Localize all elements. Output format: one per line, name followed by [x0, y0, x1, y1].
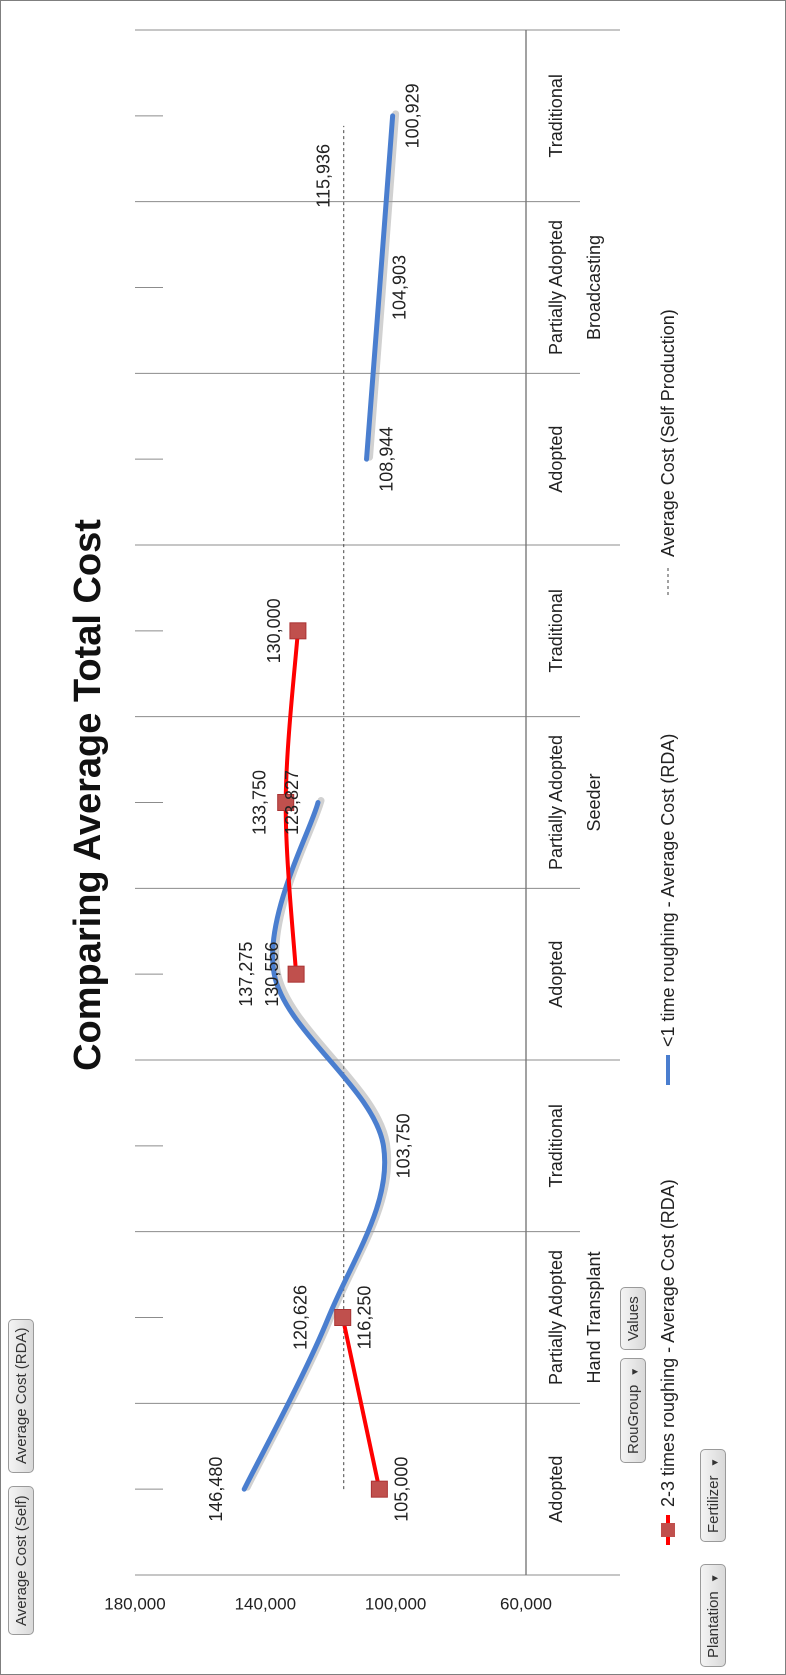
series-line-rda-1-time [364, 113, 396, 462]
series-markers [277, 622, 388, 1498]
data-label: 108,944 [377, 427, 397, 492]
y-tick-label: 180,000 [104, 1594, 165, 1613]
x-category-label: Traditional [546, 74, 566, 157]
rougroup-label: RouGroup [625, 1384, 642, 1454]
x-category-label: Adopted [546, 426, 566, 493]
x-category-label: Partially Adopted [546, 1250, 566, 1385]
series-marker-rda-2-3-times [289, 622, 307, 640]
data-label: 146,480 [206, 1457, 226, 1522]
values-button[interactable]: Values [620, 1287, 646, 1350]
average-cost-self-label: Average Cost (Self) [13, 1495, 30, 1626]
data-label: 130,000 [264, 598, 284, 663]
series-line-shadow [243, 797, 392, 1491]
average-cost-rda-button[interactable]: Average Cost (RDA) [8, 1318, 34, 1473]
x-category-labels: Adopted Partially Adopted Traditional Hand … [546, 74, 604, 1523]
chevron-down-icon: ▼ [710, 1573, 721, 1584]
series-line-shadow [366, 110, 400, 461]
data-label: 120,626 [290, 1285, 310, 1350]
chevron-down-icon: ▼ [710, 1457, 721, 1468]
plantation-label: Plantation [705, 1591, 722, 1658]
series-line-rda-2-3-times [340, 1315, 382, 1492]
x-group-label: Broadcasting [584, 235, 604, 340]
series-marker-rda-2-3-times [287, 965, 305, 983]
x-category-label: Partially Adopted [546, 220, 566, 355]
values-label: Values [625, 1296, 642, 1341]
y-tick-labels: 180,000 140,000 100,000 60,000 [104, 1594, 552, 1613]
data-label: 100,929 [403, 83, 423, 148]
x-category-label: Adopted [546, 1456, 566, 1523]
data-label: 105,000 [391, 1457, 411, 1522]
x-category-label: Adopted [546, 941, 566, 1008]
y-tick-label: 140,000 [235, 1594, 296, 1613]
grid-lines [135, 29, 620, 1576]
data-label: 130,556 [262, 942, 282, 1007]
legend-entry-self-production: Average Cost (Self Production) [658, 309, 678, 557]
data-label: 115,936 [314, 144, 334, 208]
chevron-down-icon: ▼ [630, 1366, 641, 1377]
series-marker-rda-2-3-times [334, 1309, 352, 1326]
data-label: 104,903 [390, 255, 410, 320]
plantation-dropdown[interactable]: Plantation ▼ [700, 1564, 726, 1667]
average-cost-rda-label: Average Cost (RDA) [13, 1327, 30, 1464]
average-cost-self-button[interactable]: Average Cost (Self) [8, 1486, 34, 1635]
x-group-label: Seeder [584, 773, 604, 831]
legend-swatch-marker [661, 1523, 675, 1537]
data-label: 123,827 [282, 770, 302, 835]
x-group-label: Hand Transplant [584, 1251, 604, 1383]
y-tick-label: 60,000 [500, 1594, 552, 1613]
legend-entry-rda-1-time: <1 time roughing - Average Cost (RDA) [658, 734, 678, 1047]
fertilizer-label: Fertilizer [705, 1475, 722, 1533]
rougroup-dropdown[interactable]: RouGroup ▼ [620, 1357, 646, 1463]
chart-title: Comparing Average Total Cost [67, 519, 109, 1071]
x-category-label: Traditional [546, 1104, 566, 1187]
fertilizer-dropdown[interactable]: Fertilizer ▼ [700, 1448, 726, 1542]
data-label: 137,275 [236, 942, 256, 1007]
legend-entry-rda-2-3-times: 2-3 times roughing - Average Cost (RDA) [658, 1179, 678, 1507]
series-marker-rda-2-3-times [277, 794, 295, 811]
x-category-label: Partially Adopted [546, 735, 566, 870]
data-label: 103,750 [393, 1113, 413, 1178]
legend: 2-3 times roughing - Average Cost (RDA) <… [658, 309, 678, 1545]
y-tick-label: 100,000 [365, 1594, 426, 1613]
data-label: 116,250 [355, 1286, 375, 1350]
x-category-label: Traditional [546, 589, 566, 672]
data-label: 133,750 [250, 770, 270, 835]
data-labels: 115,936 146,480 120,626 103,750 137,275 123,8… [206, 83, 422, 1521]
series-marker-rda-2-3-times [370, 1480, 388, 1498]
series-line-rda-1-time [241, 800, 388, 1492]
